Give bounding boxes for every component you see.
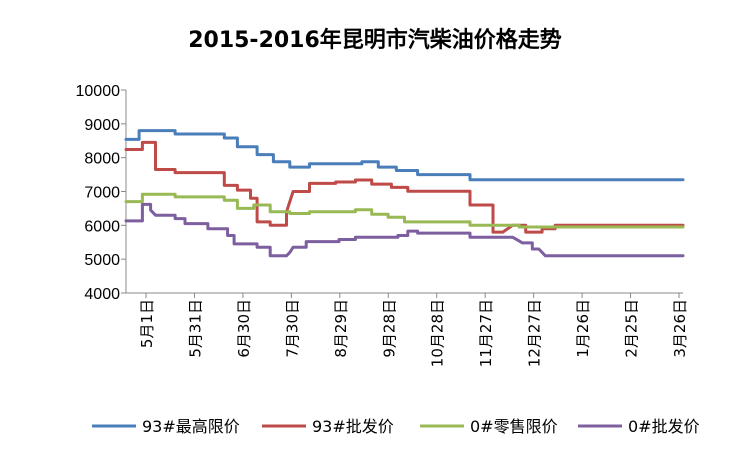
x-tick-label: 1月26日 (574, 299, 592, 358)
y-tick-label: 8000 (84, 151, 120, 168)
x-tick-label: 5月1日 (138, 299, 156, 348)
series-line-3 (124, 192, 685, 229)
axes (121, 89, 683, 298)
series-line-2 (124, 140, 685, 234)
y-tick-label: 4000 (84, 286, 120, 303)
x-tick-label: 6月30日 (235, 299, 253, 358)
x-tick-label: 12月27日 (526, 299, 544, 367)
y-tick-label: 10000 (76, 83, 121, 100)
y-tick-label: 6000 (84, 218, 120, 235)
legend-label: 0#批发价 (628, 417, 700, 436)
series-line-1 (124, 129, 685, 182)
x-tick-label: 8月29日 (332, 299, 350, 358)
x-tick-label: 5月31日 (186, 299, 204, 358)
legend-label: 93#批发价 (312, 417, 394, 436)
series-line-4 (124, 202, 685, 258)
x-tick-label: 9月28日 (380, 299, 398, 358)
legend: 93#最高限价 93#批发价 0#零售限价 0#批发价 (92, 417, 700, 436)
x-tick-label: 11月27日 (477, 299, 495, 367)
x-tick-labels: 5月1日 5月31日 6月30日 7月30日 8月29日 9月28日 10月28日 11月27… (138, 299, 689, 367)
legend-label: 93#最高限价 (142, 417, 240, 436)
chart-title: 2015-2016年昆明市汽柴油价格走势 (188, 27, 562, 53)
y-tick-labels: 4000 5000 6000 7000 8000 9000 10000 (76, 83, 121, 303)
y-tick-label: 5000 (84, 252, 120, 269)
y-tick-label: 9000 (84, 117, 120, 134)
legend-label: 0#零售限价 (470, 417, 558, 436)
y-tick-label: 7000 (84, 185, 120, 202)
x-tick-label: 7月30日 (283, 299, 301, 358)
x-tick-label: 3月26日 (671, 299, 689, 358)
x-tick-label: 2月25日 (623, 299, 641, 358)
x-tick-label: 10月28日 (429, 299, 447, 367)
series-lines (124, 129, 685, 258)
